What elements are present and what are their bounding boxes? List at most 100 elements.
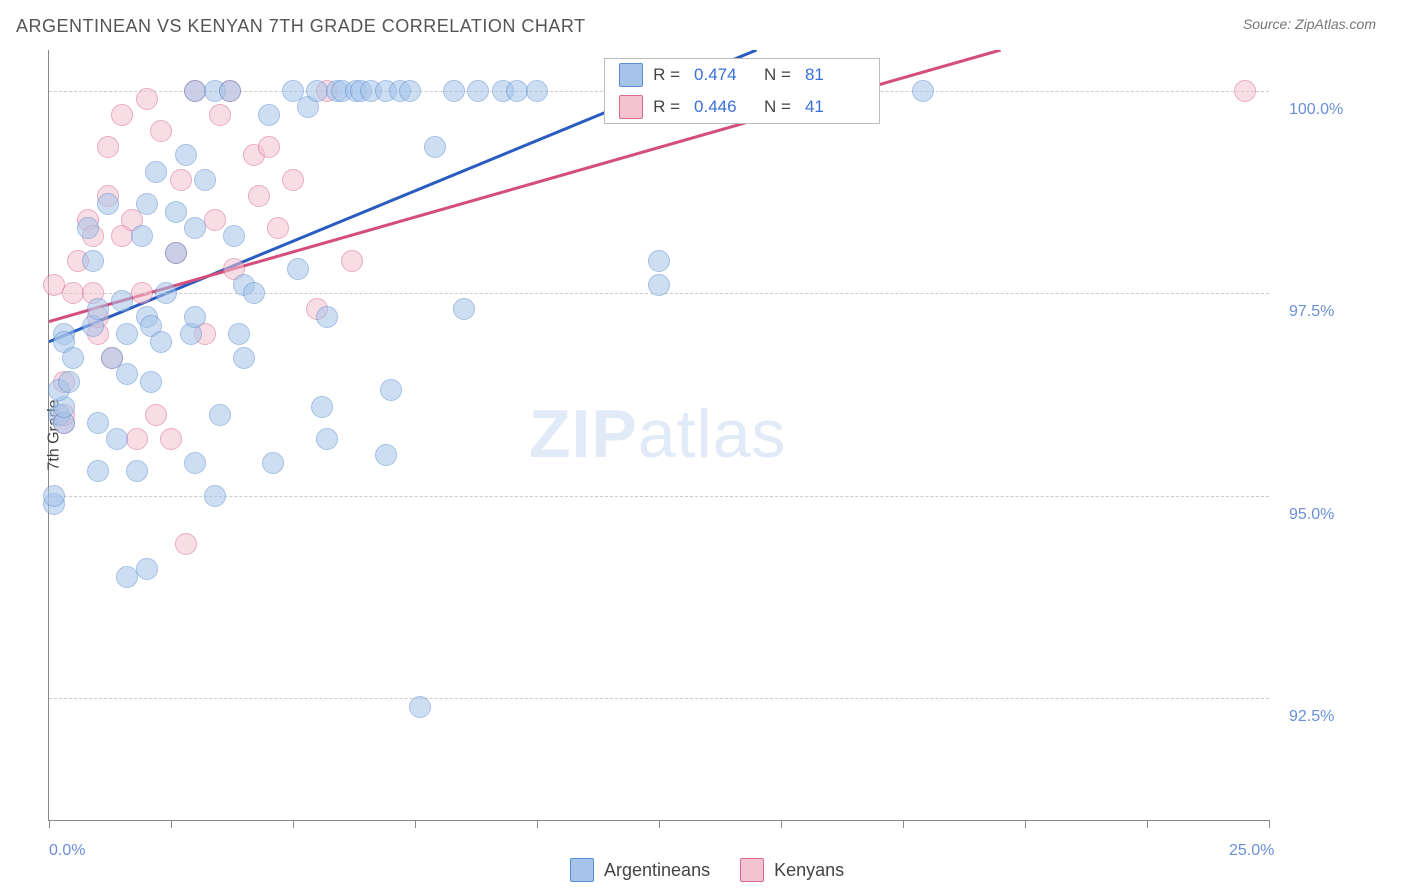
n-label: N = [764,65,791,85]
x-tick-label: 0.0% [49,842,85,860]
swatch-icon [619,95,643,119]
scatter-point-argentineans [223,225,245,247]
scatter-point-argentineans [316,306,338,328]
scatter-point-argentineans [43,485,65,507]
scatter-point-kenyans [131,282,153,304]
scatter-point-argentineans [409,696,431,718]
correlation-legend: R = 0.474 N = 81 R = 0.446 N = 41 [604,58,880,124]
scatter-point-argentineans [375,444,397,466]
scatter-point-argentineans [424,136,446,158]
scatter-point-argentineans [443,80,465,102]
n-value: 41 [805,97,865,117]
scatter-point-argentineans [316,428,338,450]
scatter-point-argentineans [87,298,109,320]
scatter-point-kenyans [248,185,270,207]
n-label: N = [764,97,791,117]
scatter-point-argentineans [912,80,934,102]
r-value: 0.474 [694,65,754,85]
scatter-point-argentineans [228,323,250,345]
scatter-point-argentineans [87,412,109,434]
watermark: ZIPatlas [529,395,786,473]
scatter-point-kenyans [111,104,133,126]
scatter-point-argentineans [116,363,138,385]
plot-area: 7th Grade ZIPatlas R =0.474N =81R =0.446… [48,50,1269,821]
r-label: R = [653,65,680,85]
scatter-point-argentineans [116,323,138,345]
scatter-point-argentineans [380,379,402,401]
scatter-point-argentineans [97,193,119,215]
x-tick [537,820,538,828]
x-tick [1147,820,1148,828]
scatter-point-argentineans [82,250,104,272]
chart-title: ARGENTINEAN VS KENYAN 7TH GRADE CORRELAT… [16,16,586,37]
x-tick [293,820,294,828]
scatter-point-argentineans [126,460,148,482]
scatter-point-argentineans [262,452,284,474]
source-attribution: Source: ZipAtlas.com [1243,16,1376,32]
corr-legend-row-kenyans: R = 0.446 N = 41 [605,91,879,123]
scatter-point-argentineans [111,290,133,312]
scatter-point-kenyans [126,428,148,450]
x-tick [415,820,416,828]
scatter-point-kenyans [170,169,192,191]
watermark-atlas: atlas [638,396,787,472]
scatter-point-argentineans [165,201,187,223]
scatter-point-kenyans [282,169,304,191]
scatter-point-argentineans [131,225,153,247]
scatter-point-argentineans [155,282,177,304]
swatch-icon [570,858,594,882]
legend-label: Argentineans [604,860,710,881]
series-legend: Argentineans Kenyans [570,858,844,882]
scatter-point-argentineans [175,144,197,166]
watermark-zip: ZIP [529,396,638,472]
corr-legend-row-argentineans: R = 0.474 N = 81 [605,59,879,91]
scatter-point-kenyans [267,217,289,239]
scatter-point-argentineans [58,371,80,393]
scatter-point-argentineans [209,404,231,426]
scatter-point-argentineans [194,169,216,191]
scatter-point-argentineans [62,347,84,369]
x-tick [1269,820,1270,828]
scatter-point-argentineans [204,485,226,507]
scatter-point-argentineans [106,428,128,450]
scatter-point-argentineans [526,80,548,102]
scatter-point-argentineans [150,331,172,353]
swatch-icon [740,858,764,882]
scatter-point-kenyans [150,120,172,142]
x-tick [903,820,904,828]
legend-label: Kenyans [774,860,844,881]
n-value: 81 [805,65,865,85]
scatter-point-kenyans [1234,80,1256,102]
scatter-point-argentineans [145,161,167,183]
scatter-point-kenyans [341,250,363,272]
x-tick [781,820,782,828]
scatter-point-argentineans [184,306,206,328]
scatter-point-argentineans [233,347,255,369]
x-tick [1025,820,1026,828]
scatter-point-argentineans [165,242,187,264]
scatter-point-argentineans [399,80,421,102]
scatter-point-argentineans [219,80,241,102]
scatter-point-argentineans [136,193,158,215]
y-tick-label: 100.0% [1289,101,1406,119]
scatter-point-argentineans [77,217,99,239]
r-label: R = [653,97,680,117]
scatter-point-argentineans [136,558,158,580]
scatter-point-argentineans [258,104,280,126]
gridline-h [49,496,1269,497]
scatter-point-kenyans [204,209,226,231]
gridline-h [49,698,1269,699]
scatter-point-argentineans [648,274,670,296]
r-value: 0.446 [694,97,754,117]
chart-container: ARGENTINEAN VS KENYAN 7TH GRADE CORRELAT… [0,0,1406,892]
swatch-icon [619,63,643,87]
scatter-point-argentineans [184,217,206,239]
scatter-point-kenyans [175,533,197,555]
scatter-point-kenyans [136,88,158,110]
scatter-point-argentineans [243,282,265,304]
scatter-point-argentineans [467,80,489,102]
scatter-point-kenyans [160,428,182,450]
scatter-point-argentineans [311,396,333,418]
scatter-point-argentineans [184,452,206,474]
legend-item-kenyans: Kenyans [740,858,844,882]
